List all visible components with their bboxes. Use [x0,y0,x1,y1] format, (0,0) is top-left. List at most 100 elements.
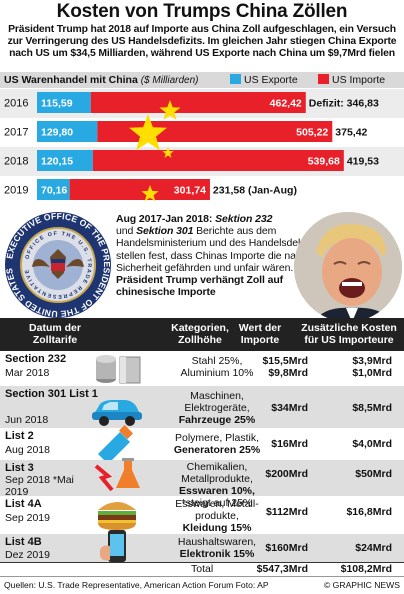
story-body: Berichte aus dem Handelsministerium und … [116,225,338,274]
exports-value-label: 70,16 [41,185,67,197]
story-und: und [116,225,134,238]
total-imports: $547,3Mrd [256,563,308,575]
category-line: Esswaren 10%, [179,485,255,497]
row-name: List 2 [5,430,34,442]
exports-value-label: 115,59 [41,98,73,110]
exports-value-label: 129,80 [41,127,73,139]
year-label: 2018 [4,156,28,168]
plastic-tube-icon [98,424,134,464]
chart-header: US Warenhandel mit China ($ Milliarden) … [0,72,404,88]
table-row: Section 301 List 1 Jun 2018 Maschinen, E… [0,386,404,428]
exports-value-label: 120,15 [41,156,73,168]
category-line: Esswaren, Metall- [175,498,259,510]
row-date: Mar 2018 [5,367,50,379]
legend-imports: US Importe [318,74,385,86]
chemical-flask-icon [94,458,140,492]
steel-aluminium-icon [96,355,141,384]
row-imports: $160Mrd [265,542,308,554]
header-category: Kategorien, Zollhöhe [171,322,229,346]
row-imports: $16Mrd [271,438,308,450]
legend-imports-label: US Importe [332,74,386,86]
row-category: Maschinen, Elektrogeräte, Fahrzeuge 25% [152,390,282,426]
trump-portrait-icon [294,212,402,322]
category-line: Chemikalien, Metallprodukte, [181,461,253,485]
credit-text: © GRAPHIC NEWS [323,580,400,590]
category-line: produkte, [195,510,239,522]
row-date: Sep 2018 *Mai 2019 [5,474,74,498]
extra-cost-value: $3,9Mrd [352,355,392,367]
category-line: Aluminium 10% [180,367,254,379]
row-extra-cost: $24Mrd [355,542,392,554]
row-extra-cost: $4,0Mrd [352,438,392,450]
category-line: Maschinen, [190,390,244,402]
row-category: Chemikalien, Metallprodukte, Esswaren 10… [152,461,282,509]
ustr-seal-icon: EXECUTIVE OFFICE OF THE PRESIDENT OF THE… [4,211,112,319]
row-imports: $112Mrd [265,506,308,518]
imports-value-label: 462,42 [270,98,302,110]
row-name: Section 232 [5,353,67,365]
category-line: Stahl 25%, [191,355,243,367]
car-icon [92,400,142,426]
imports-bar [90,92,306,113]
table-row: List 4B Dez 2019 Haushaltswaren, Elektro… [0,530,404,562]
source-text: Quellen: U.S. Trade Representative, Amer… [4,580,269,590]
table-row: Section 232 Mar 2018 Stahl 25%, Aluminiu… [0,351,404,386]
row-name: List 4B [5,536,42,548]
legend-exports-label: US Exporte [244,74,298,86]
row-category: Haushaltswaren, Elektronik 15% [152,536,282,560]
total-label: Total [191,563,214,575]
row-date: Dez 2019 [5,549,50,561]
table-row: List 3 Sep 2018 *Mai 2019 Chemikalien, M… [0,458,404,509]
imports-value-label: 539,68 [308,156,340,168]
row-extra-cost: $3,9Mrd $1,0Mrd [310,355,392,379]
header-extra-cost: Zusätzliche Kosten für US Importeure [301,322,397,346]
row-imports: $200Mrd [265,468,308,480]
row-date: Sep 2019 [5,512,50,524]
deficit-label: 375,42 [335,127,367,139]
exports-bar [37,121,98,142]
table-row: List 2 Aug 2018 Polymere, Plastik, Gener… [0,424,404,464]
deficit-label: 419,53 [347,156,379,168]
flag-star-icon [162,147,174,158]
trade-bar-chart: 2016 115,59 462,42 Defizit: 346,83 2017 129,8… [0,89,404,202]
category-line: Generatoren 25% [173,444,261,456]
header-date: Datum der Zolltarife [29,322,81,346]
story-section-232: Sektion 232 [215,213,273,225]
story-lead: Aug 2017-Jan 2018: [116,213,213,225]
category-line: Kleidung 15% [182,522,252,534]
row-extra-cost: $50Mrd [355,468,392,480]
tariff-story: Aug 2017-Jan 2018: Sektion 232 und Sekti… [116,213,338,298]
flag-star-icon [159,100,181,120]
exports-bar [37,92,91,113]
page-title: Kosten von Trumps China Zöllen [56,1,348,22]
imports-value-label: 301,74 [174,185,206,197]
table-header: Datum der Zolltarife Kategorien, Zollhöh… [0,318,404,351]
row-name: List 4A [5,498,42,510]
flag-star-icon [129,114,167,151]
row-imports: $15,5Mrd $9,8Mrd [226,355,308,379]
row-extra-cost: $8,5Mrd [352,402,392,414]
chart-unit: ($ Milliarden) [140,75,199,86]
row-category: Polymere, Plastik, Generatoren 25% [152,432,282,456]
legend-imports-swatch [318,74,329,84]
chart-title-text: US Warenhandel mit China [4,74,138,86]
extra-cost-value: $1,0Mrd [352,367,392,379]
year-label: 2017 [4,127,28,139]
footer: Quellen: U.S. Trade Representative, Amer… [0,576,404,594]
legend-exports: US Exporte [230,74,298,86]
row-category: Stahl 25%, Aluminium 10% [152,355,282,379]
deficit-label: 231,58 (Jan-Aug) [213,185,297,197]
category-line: Fahrzeuge 25% [178,414,256,426]
smartphone-icon [100,530,126,562]
row-imports: $34Mrd [271,402,308,414]
imports-value: $15,5Mrd [262,355,308,367]
exports-bar [37,150,93,171]
story-tail: Präsident Trump verhängt Zoll auf chines… [116,274,284,299]
imports-bar [69,179,210,200]
intro-text: Präsident Trump hat 2018 auf Importe aus… [7,24,397,60]
row-extra-cost: $16,8Mrd [346,506,392,518]
imports-value-label: 505,22 [296,127,328,139]
row-date: Jun 2018 [5,414,49,426]
table-row: List 4A Sep 2019 Esswaren, Metall- produ… [0,496,404,534]
